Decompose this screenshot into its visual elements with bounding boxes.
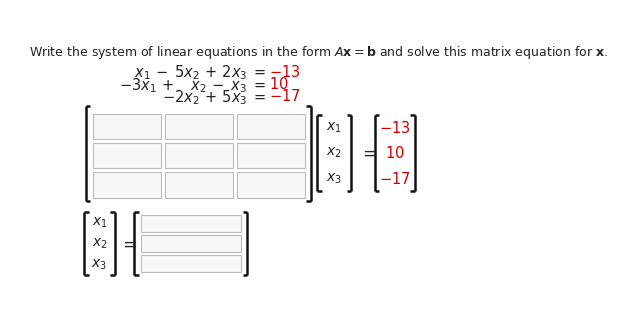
FancyBboxPatch shape bbox=[141, 255, 241, 272]
Text: $x_3$: $x_3$ bbox=[327, 171, 342, 186]
FancyBboxPatch shape bbox=[93, 143, 160, 168]
Text: Write the system of linear equations in the form $A\mathbf{x} = \mathbf{b}$ and : Write the system of linear equations in … bbox=[29, 44, 608, 61]
FancyBboxPatch shape bbox=[141, 215, 241, 232]
Text: $-2x_2\,+\,5x_3\;=$: $-2x_2\,+\,5x_3\;=$ bbox=[162, 88, 266, 107]
Text: $x_3$: $x_3$ bbox=[91, 258, 108, 272]
Text: $10$: $10$ bbox=[269, 76, 289, 92]
Text: $=$: $=$ bbox=[359, 144, 378, 162]
Text: $-13$: $-13$ bbox=[379, 120, 411, 136]
FancyBboxPatch shape bbox=[141, 235, 241, 252]
FancyBboxPatch shape bbox=[165, 172, 233, 198]
Text: $-17$: $-17$ bbox=[269, 88, 301, 104]
FancyBboxPatch shape bbox=[165, 114, 233, 139]
Text: $x_1$: $x_1$ bbox=[91, 215, 108, 230]
FancyBboxPatch shape bbox=[93, 172, 160, 198]
Text: $10$: $10$ bbox=[385, 145, 404, 161]
Text: $x_2$: $x_2$ bbox=[91, 237, 108, 251]
Text: $=$: $=$ bbox=[119, 235, 137, 253]
FancyBboxPatch shape bbox=[238, 143, 305, 168]
FancyBboxPatch shape bbox=[93, 114, 160, 139]
Text: $-17$: $-17$ bbox=[379, 171, 411, 187]
Text: $-13$: $-13$ bbox=[269, 64, 301, 79]
FancyBboxPatch shape bbox=[165, 143, 233, 168]
FancyBboxPatch shape bbox=[238, 172, 305, 198]
Text: $-3x_1\,+\quad x_2\,-\;x_3\;=$: $-3x_1\,+\quad x_2\,-\;x_3\;=$ bbox=[119, 76, 266, 95]
Text: $x_1\,-\;5x_2\,+\,2x_3\;=$: $x_1\,-\;5x_2\,+\,2x_3\;=$ bbox=[134, 64, 266, 82]
Text: $x_1$: $x_1$ bbox=[327, 121, 342, 135]
Text: $x_2$: $x_2$ bbox=[327, 146, 342, 160]
FancyBboxPatch shape bbox=[238, 114, 305, 139]
